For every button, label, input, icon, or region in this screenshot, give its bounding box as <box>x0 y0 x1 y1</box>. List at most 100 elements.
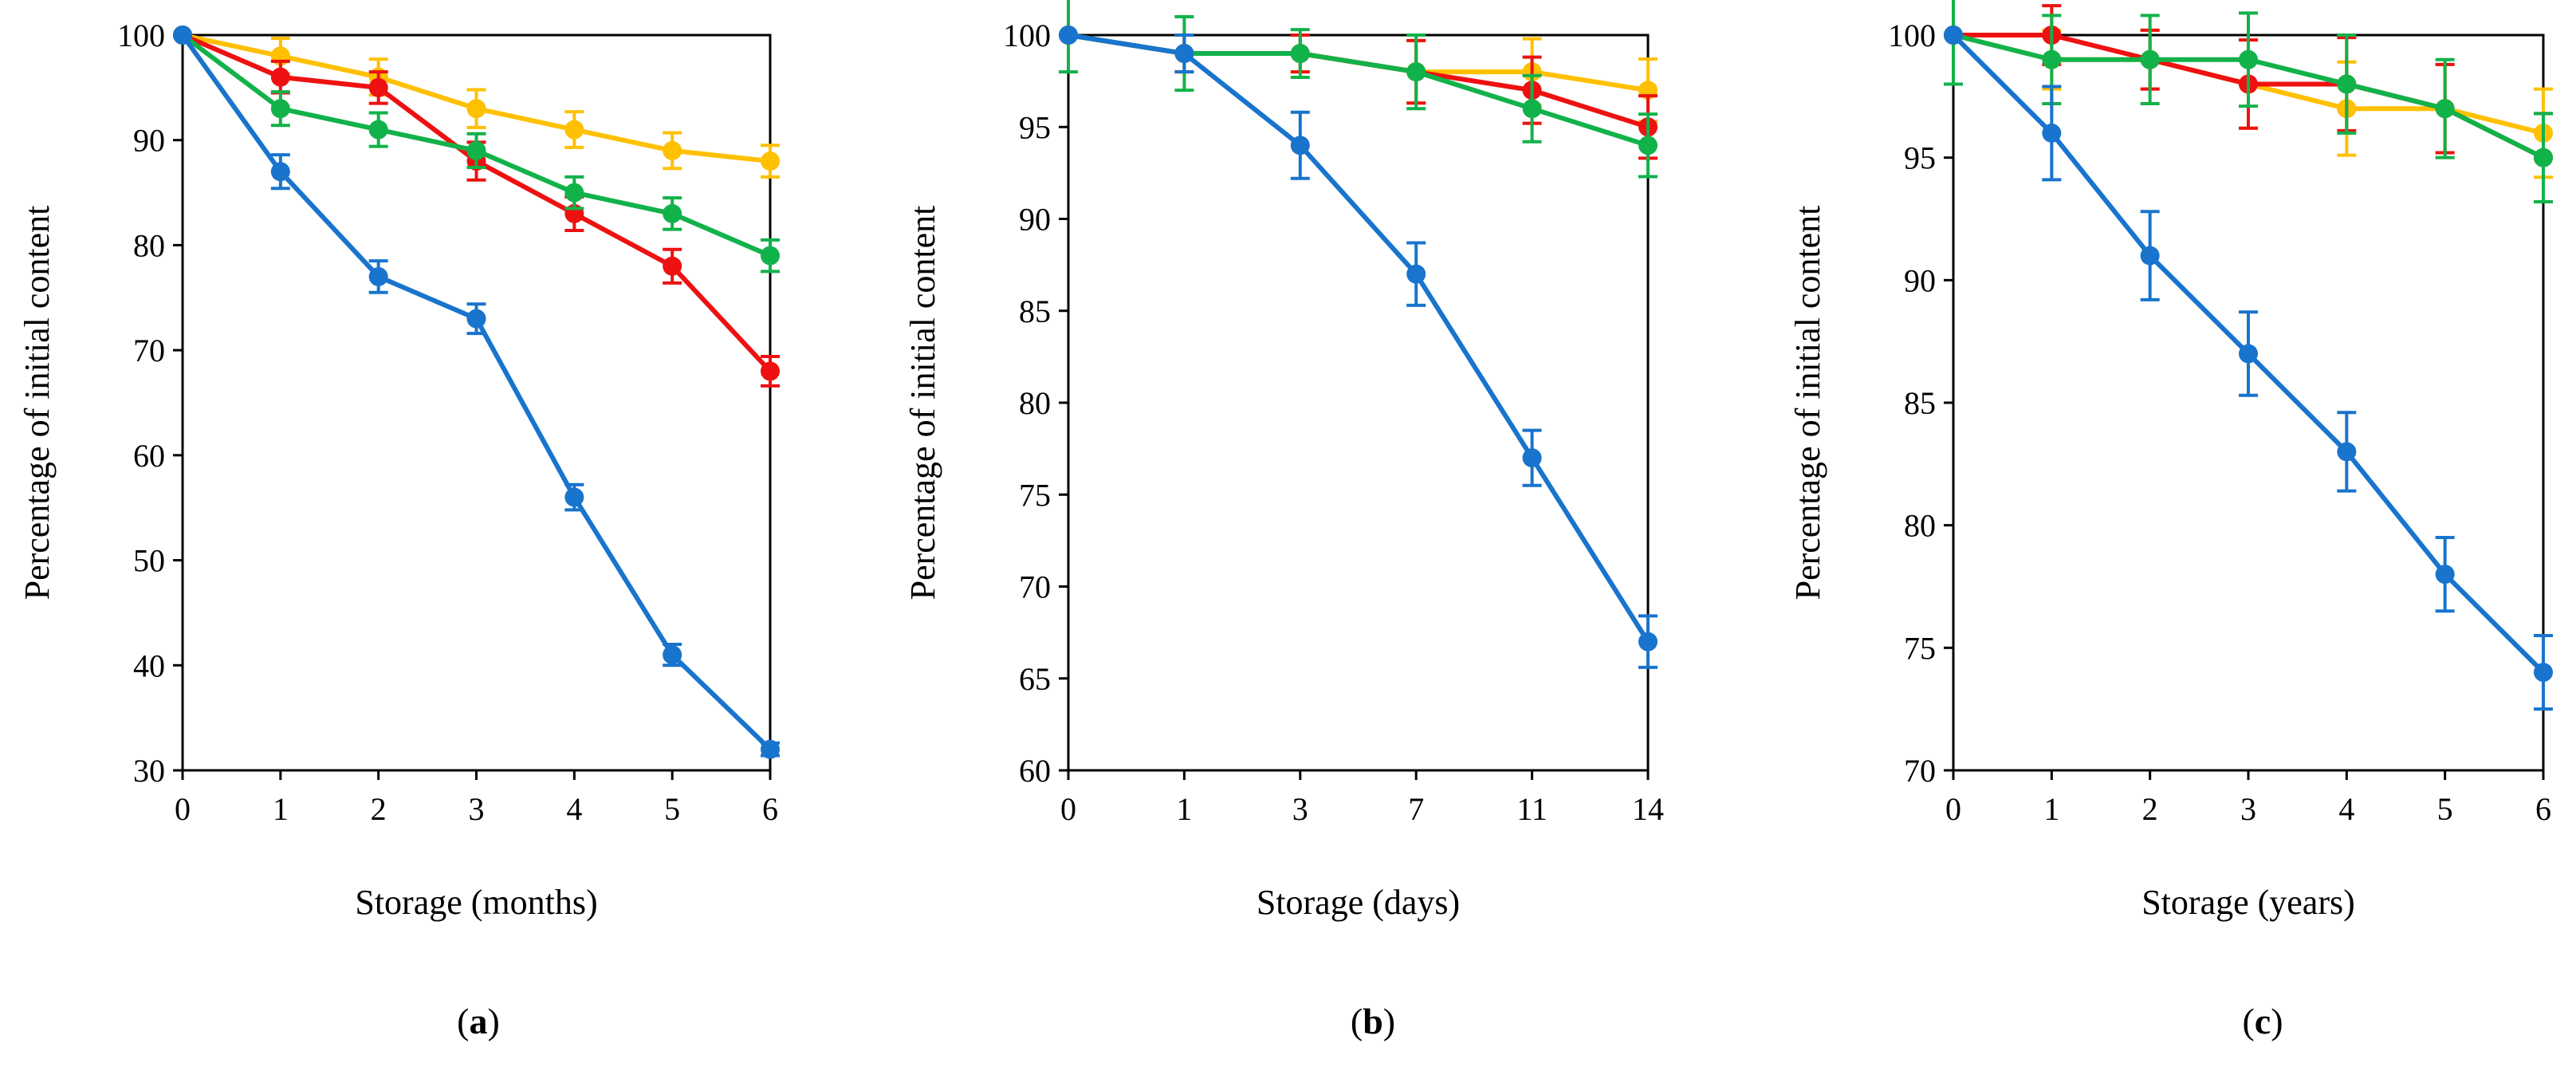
series-line-blue <box>1068 33 1650 644</box>
plot-frame <box>1067 33 1650 772</box>
x-tick-label: 0 <box>1060 791 1076 827</box>
y-tick-label: 75 <box>1019 477 1051 513</box>
data-point-green <box>1638 136 1658 156</box>
x-tick-label: 11 <box>1516 791 1548 827</box>
data-point-green <box>2534 148 2553 167</box>
x-axis-title: Storage (months) <box>355 883 597 922</box>
data-point-blue <box>1059 26 1078 45</box>
chart-panel-a: 30 40 50 60 70 80 90 100 0 1 2 3 4 5 6 Storage (months)… <box>18 18 780 1041</box>
x-tick-label: 1 <box>2043 791 2059 827</box>
data-point-blue <box>2534 663 2553 683</box>
x-tick-label: 1 <box>273 791 289 827</box>
data-point-green <box>564 183 584 203</box>
data-point-yellow <box>761 152 780 171</box>
x-tick-label: 2 <box>371 791 387 827</box>
data-point-green <box>368 120 388 140</box>
y-axis-title: Percentage of initial content <box>1788 206 1827 600</box>
y-tick-label: 80 <box>1904 508 1936 544</box>
data-point-blue <box>1522 448 1542 468</box>
data-point-blue <box>1638 632 1658 652</box>
series-green <box>1059 0 1658 179</box>
y-tick-label: 95 <box>1019 109 1051 145</box>
x-axis-title: Storage (years) <box>2141 883 2355 922</box>
data-point-blue <box>466 309 486 329</box>
x-tick-label: 1 <box>1176 791 1192 827</box>
x-tick-label: 3 <box>469 791 485 827</box>
y-tick-label: 70 <box>1019 569 1051 605</box>
y-tick-label: 85 <box>1904 385 1936 421</box>
panel-label: (b) <box>1351 1001 1395 1041</box>
panel-label: (a) <box>457 1001 500 1041</box>
data-point-yellow <box>466 99 486 119</box>
data-point-blue <box>173 26 192 45</box>
data-point-blue <box>1944 26 1963 45</box>
data-point-red <box>270 67 290 87</box>
x-tick-label: 0 <box>175 791 191 827</box>
y-axis-title: Percentage of initial content <box>903 206 942 600</box>
x-tick-label: 7 <box>1408 791 1424 827</box>
data-point-green <box>466 140 486 160</box>
series-blue <box>173 26 780 759</box>
y-tick-label: 65 <box>1019 661 1051 697</box>
panel-label: (c) <box>2242 1001 2283 1041</box>
x-tick-label: 0 <box>1945 791 1961 827</box>
chart-panel-b: 60 65 70 75 80 85 90 95 100 0 1 3 7 11 14 Storage (days… <box>903 0 1664 1041</box>
y-tick-label: 70 <box>1904 753 1936 789</box>
series-blue <box>1944 26 2553 711</box>
data-point-blue <box>2239 344 2258 364</box>
data-point-green <box>2042 49 2062 69</box>
data-point-green <box>663 203 682 223</box>
data-point-blue <box>1406 264 1426 284</box>
y-tick-label: 60 <box>133 438 165 474</box>
x-tick-label: 4 <box>566 791 582 827</box>
data-point-blue <box>2140 246 2160 266</box>
plot-frame <box>1952 33 2545 772</box>
y-tick-label: 85 <box>1019 293 1051 329</box>
y-tick-label: 75 <box>1904 630 1936 666</box>
data-point-green <box>2337 74 2357 94</box>
data-point-red <box>368 77 388 97</box>
series-yellow <box>1059 26 1658 124</box>
x-tick-label: 6 <box>2535 791 2551 827</box>
series-blue <box>1059 26 1658 669</box>
x-tick-label: 14 <box>1632 791 1664 827</box>
y-tick-label: 95 <box>1904 140 1936 176</box>
series-green <box>173 26 780 274</box>
data-point-green <box>1290 44 1310 64</box>
y-tick-label: 80 <box>1019 385 1051 421</box>
y-tick-label: 70 <box>133 333 165 368</box>
x-tick-label: 5 <box>664 791 680 827</box>
y-tick-label: 90 <box>1904 262 1936 298</box>
data-point-green <box>1406 62 1426 82</box>
data-point-blue <box>2042 123 2062 143</box>
y-axis-title: Percentage of initial content <box>18 206 57 600</box>
data-point-blue <box>2435 565 2455 585</box>
x-tick-label: 3 <box>1292 791 1308 827</box>
data-point-green <box>761 246 780 266</box>
y-tick-label: 80 <box>133 227 165 263</box>
data-point-blue <box>564 487 584 507</box>
series-line-green <box>1068 33 1649 148</box>
y-tick-label: 90 <box>133 123 165 159</box>
data-point-yellow <box>564 120 584 140</box>
y-tick-label: 100 <box>1888 18 1936 53</box>
data-point-red <box>663 256 682 276</box>
data-point-blue <box>368 266 388 286</box>
data-point-green <box>2140 49 2160 69</box>
data-point-green <box>2239 49 2258 69</box>
data-point-red <box>761 361 780 381</box>
data-point-blue <box>1290 136 1310 156</box>
chart-panel-c: 70 75 80 85 90 95 100 0 1 2 3 4 5 6 Storage (years) Per… <box>1788 0 2553 1041</box>
data-point-green <box>2435 99 2455 119</box>
data-point-green <box>1522 99 1542 119</box>
data-point-yellow <box>663 140 682 160</box>
data-point-green <box>270 99 290 119</box>
x-tick-label: 4 <box>2338 791 2354 827</box>
y-tick-label: 30 <box>133 753 165 789</box>
y-tick-label: 100 <box>117 18 165 53</box>
series-green <box>1944 0 2553 203</box>
data-point-blue <box>2337 442 2357 462</box>
y-tick-label: 90 <box>1019 202 1051 238</box>
y-tick-label: 100 <box>1003 18 1051 53</box>
